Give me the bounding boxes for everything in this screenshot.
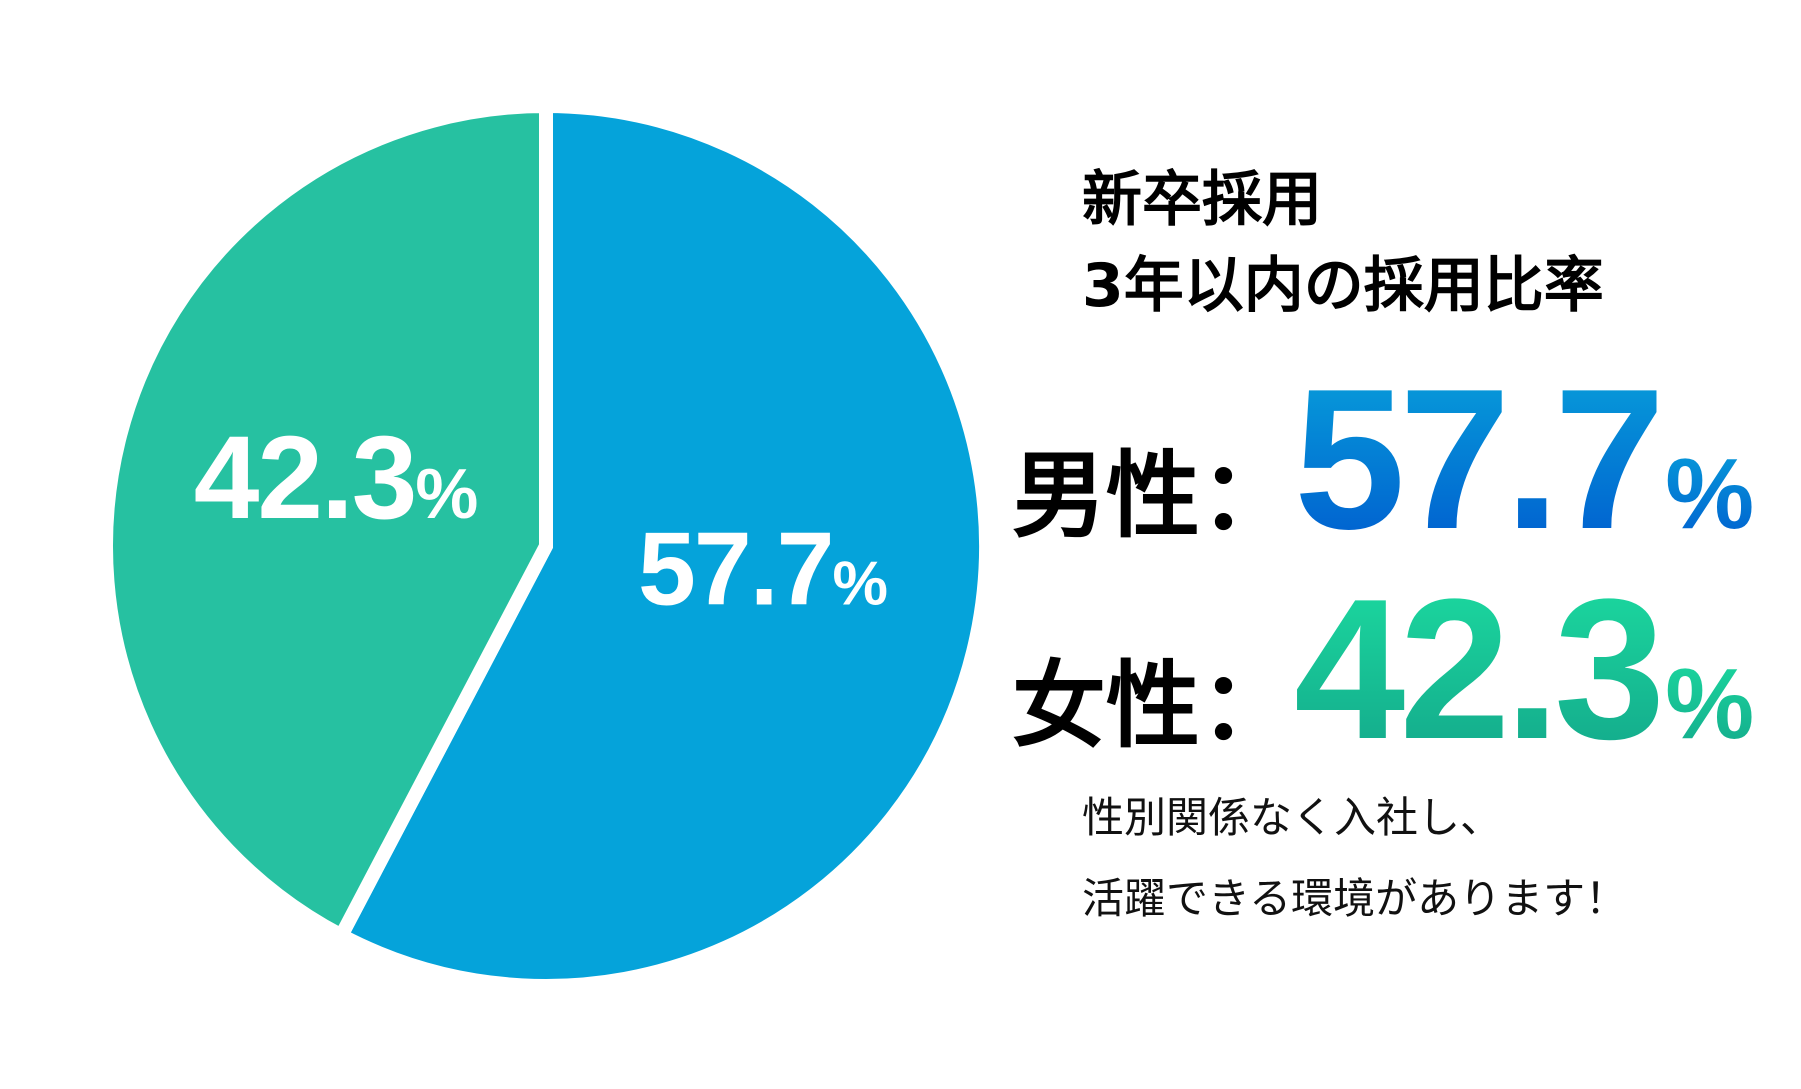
stat-female-label: 女性： (1012, 652, 1295, 761)
stat-male-label: 男性： (1012, 442, 1295, 551)
note-line-2: 活躍できる環境があります！ (1082, 874, 1628, 923)
note-line-1: 性別関係なく入社し、 (1082, 793, 1503, 842)
pie-label-male: 57.7% (638, 511, 888, 628)
stat-female-value: 42.3 (1294, 558, 1665, 781)
chart-title-line-2: 3年以内の採用比率 (1082, 251, 1604, 321)
stat-male: 男性： 57.7 % (1012, 360, 1754, 560)
pie-slice-female (99, 98, 553, 945)
stat-female: 女性： 42.3 % (1012, 570, 1754, 770)
stat-female-unit: % (1665, 648, 1755, 760)
stat-male-value: 57.7 (1294, 348, 1665, 571)
chart-title-line-1: 新卒採用 (1082, 165, 1322, 235)
stat-male-unit: % (1665, 438, 1755, 550)
pie-slice-male (331, 98, 993, 993)
pie-label-female: 42.3% (193, 412, 479, 544)
